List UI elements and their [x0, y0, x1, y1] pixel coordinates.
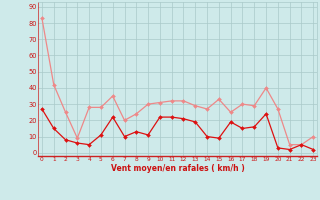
- X-axis label: Vent moyen/en rafales ( km/h ): Vent moyen/en rafales ( km/h ): [111, 164, 244, 173]
